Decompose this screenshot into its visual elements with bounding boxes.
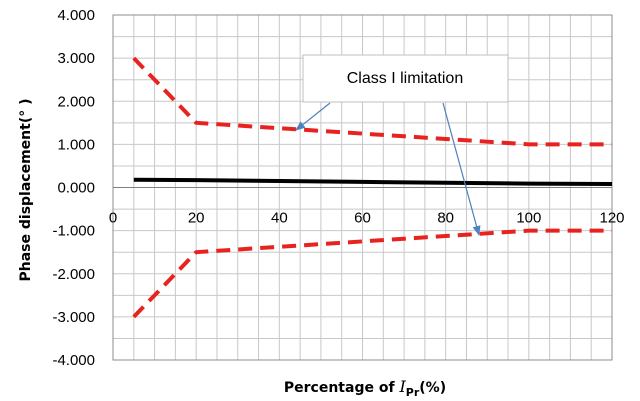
- x-axis-title-subscript: Pr: [406, 386, 420, 399]
- x-tick-label: 100: [516, 210, 541, 227]
- annotation-arrow: [295, 102, 331, 131]
- annotation-box: [302, 54, 509, 103]
- y-tick-labels: 4.000 3.000 2.000 1.000 0.000 -1.000 -2.000 -3.…: [52, 7, 95, 369]
- x-tick-label: 0: [109, 210, 117, 227]
- y-tick-label: -2.000: [52, 266, 95, 283]
- x-axis-title-prefix: Percentage of: [284, 380, 400, 396]
- y-tick-label: 3.000: [57, 50, 95, 67]
- x-axis-title-suffix: (%): [419, 380, 446, 396]
- x-tick-label: 60: [354, 210, 371, 227]
- y-tick-label: 1.000: [57, 136, 95, 153]
- annotation-arrow: [442, 102, 481, 236]
- x-tick-label: 80: [437, 210, 454, 227]
- annotation-group: Class I limitation: [295, 54, 509, 236]
- series-line-measured: [133, 177, 613, 187]
- series-line-upper-limit: [132, 56, 612, 147]
- y-tick-label: 2.000: [57, 93, 95, 110]
- y-tick-label: 0.000: [57, 180, 95, 197]
- x-tick-label: 120: [599, 210, 624, 227]
- x-tick-labels: 0 20 40 60 80 100 120: [109, 210, 625, 227]
- annotation-label: Class I limitation: [347, 70, 463, 87]
- y-tick-label: -1.000: [52, 223, 95, 240]
- y-tick-label: -4.000: [52, 352, 95, 369]
- y-tick-label: -3.000: [52, 309, 95, 326]
- y-axis-title: Phase displacement(° ): [18, 98, 34, 281]
- x-tick-label: 20: [188, 210, 205, 227]
- x-tick-label: 40: [271, 210, 288, 227]
- x-axis-title-symbol: I: [398, 377, 406, 396]
- x-axis-title: Percentage of IPr(%): [284, 377, 446, 399]
- series-line-lower-limit: [132, 228, 612, 319]
- series-group: [132, 56, 613, 319]
- y-tick-label: 4.000: [57, 7, 95, 24]
